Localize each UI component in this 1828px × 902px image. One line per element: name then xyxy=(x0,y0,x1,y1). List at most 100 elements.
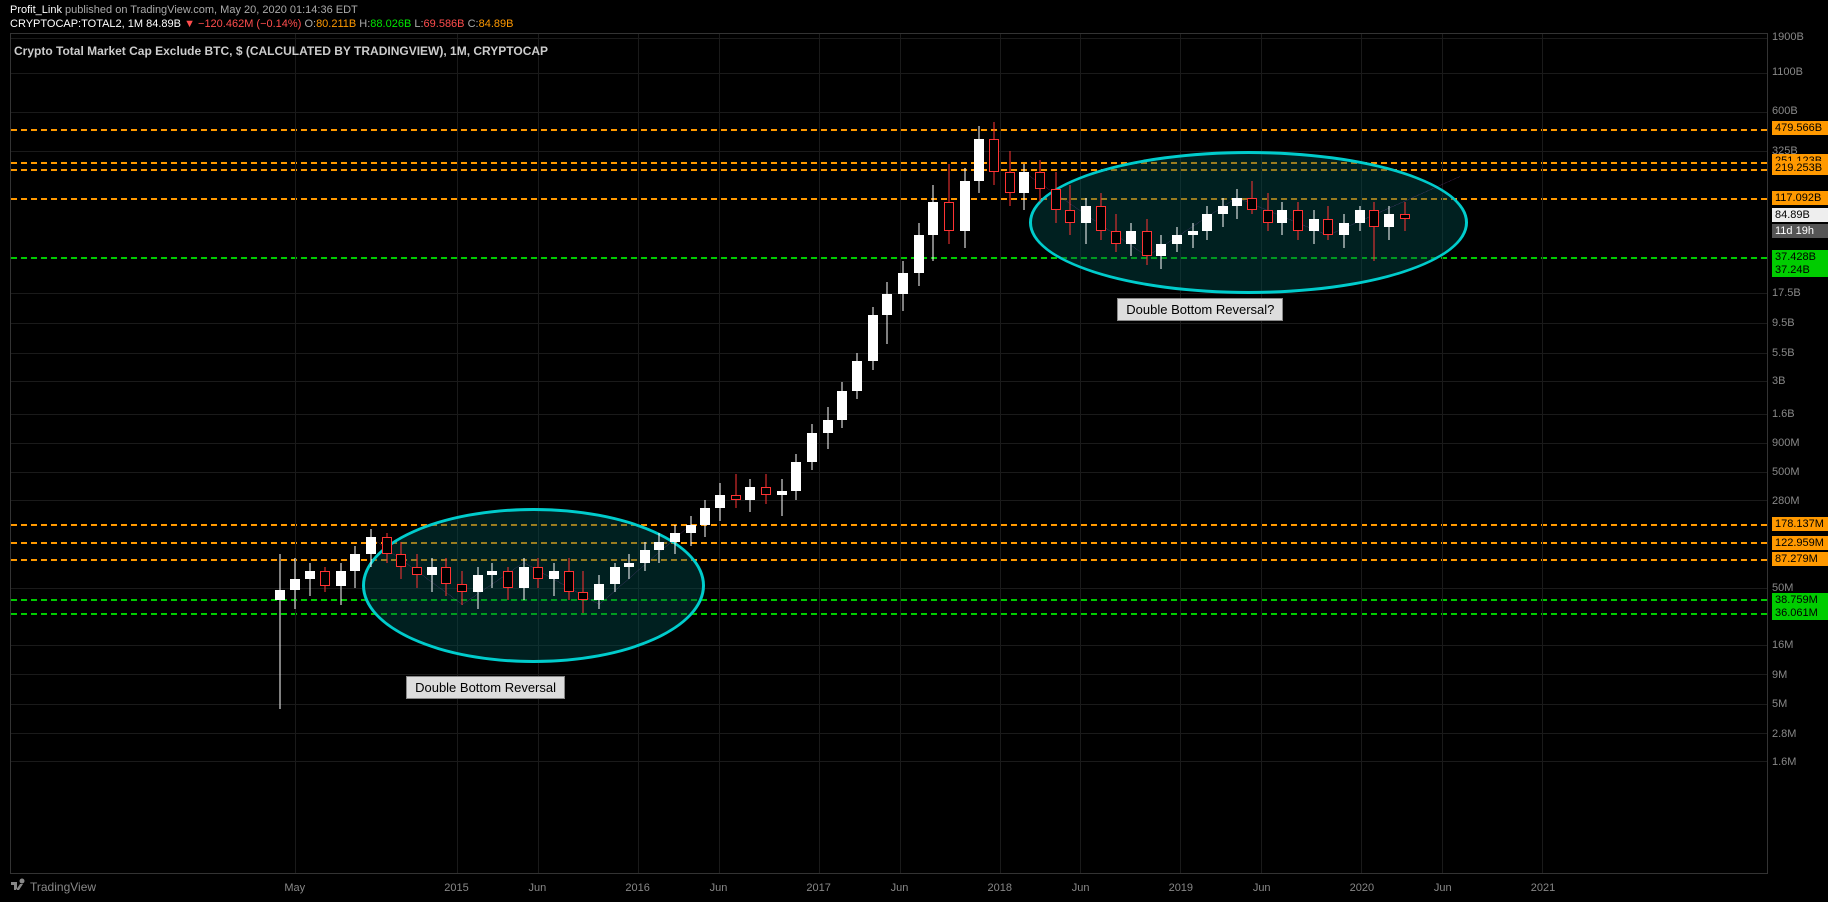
candlestick[interactable] xyxy=(898,34,908,873)
candlestick[interactable] xyxy=(594,34,604,873)
candlestick[interactable] xyxy=(777,34,787,873)
price-change: −120.462M (−0.14%) xyxy=(198,18,301,30)
candlestick[interactable] xyxy=(473,34,483,873)
candlestick[interactable] xyxy=(396,34,406,873)
candlestick[interactable] xyxy=(610,34,620,873)
candlestick[interactable] xyxy=(1065,34,1075,873)
candlestick[interactable] xyxy=(305,34,315,873)
candlestick[interactable] xyxy=(624,34,634,873)
candlestick[interactable] xyxy=(837,34,847,873)
candlestick[interactable] xyxy=(974,34,984,873)
y-tick-label: 280M xyxy=(1768,495,1826,507)
candlestick[interactable] xyxy=(914,34,924,873)
candlestick[interactable] xyxy=(1323,34,1333,873)
candlestick[interactable] xyxy=(382,34,392,873)
candlestick[interactable] xyxy=(1005,34,1015,873)
candlestick[interactable] xyxy=(1111,34,1121,873)
price-level-label: 37.24B xyxy=(1772,263,1828,277)
candlestick[interactable] xyxy=(700,34,710,873)
candlestick[interactable] xyxy=(944,34,954,873)
candlestick[interactable] xyxy=(1142,34,1152,873)
chart-header: Profit_Link published on TradingView.com… xyxy=(0,0,1828,32)
candlestick[interactable] xyxy=(1096,34,1106,873)
annotation-label[interactable]: Double Bottom Reversal? xyxy=(1117,298,1283,321)
candlestick[interactable] xyxy=(275,34,285,873)
candlestick[interactable] xyxy=(960,34,970,873)
candlestick[interactable] xyxy=(654,34,664,873)
candlestick[interactable] xyxy=(427,34,437,873)
x-tick-label: Jun xyxy=(1434,882,1452,894)
candlestick[interactable] xyxy=(519,34,529,873)
annotation-label[interactable]: Double Bottom Reversal xyxy=(406,676,565,699)
candlestick[interactable] xyxy=(1247,34,1257,873)
candlestick[interactable] xyxy=(564,34,574,873)
candlestick[interactable] xyxy=(670,34,680,873)
candlestick[interactable] xyxy=(1035,34,1045,873)
watermark-text: TradingView xyxy=(30,880,96,894)
candlestick[interactable] xyxy=(1081,34,1091,873)
candlestick[interactable] xyxy=(1202,34,1212,873)
candlestick[interactable] xyxy=(882,34,892,873)
candlestick[interactable] xyxy=(578,34,588,873)
candlestick[interactable] xyxy=(320,34,330,873)
candlestick[interactable] xyxy=(807,34,817,873)
candlestick[interactable] xyxy=(731,34,741,873)
candlestick[interactable] xyxy=(1172,34,1182,873)
candlestick[interactable] xyxy=(1232,34,1242,873)
candlestick[interactable] xyxy=(715,34,725,873)
candlestick[interactable] xyxy=(989,34,999,873)
x-axis[interactable]: May2015Jun2016Jun2017Jun2018Jun2019Jun20… xyxy=(10,876,1768,902)
candlestick[interactable] xyxy=(533,34,543,873)
candlestick[interactable] xyxy=(441,34,451,873)
symbol-text: CRYPTOCAP:TOTAL2, 1M xyxy=(10,18,143,30)
header-ohlc-line: CRYPTOCAP:TOTAL2, 1M 84.89B ▼ −120.462M … xyxy=(10,16,1818,30)
high-label: H: xyxy=(359,18,370,30)
price-level-label: 117.092B xyxy=(1772,191,1828,205)
candlestick[interactable] xyxy=(336,34,346,873)
candlestick[interactable] xyxy=(1369,34,1379,873)
candlestick[interactable] xyxy=(1156,34,1166,873)
candlestick[interactable] xyxy=(290,34,300,873)
candlestick[interactable] xyxy=(761,34,771,873)
candlestick[interactable] xyxy=(350,34,360,873)
y-tick-label: 1900B xyxy=(1768,31,1826,43)
candlestick[interactable] xyxy=(366,34,376,873)
price-chart[interactable]: Double Bottom Reversal Double Bottom Reve… xyxy=(10,33,1768,874)
y-tick-label: 600B xyxy=(1768,105,1826,117)
candlestick[interactable] xyxy=(1019,34,1029,873)
grid-line-v xyxy=(1442,34,1443,873)
candlestick[interactable] xyxy=(928,34,938,873)
candlestick[interactable] xyxy=(686,34,696,873)
candlestick[interactable] xyxy=(487,34,497,873)
candlestick[interactable] xyxy=(1309,34,1319,873)
y-tick-label: 500M xyxy=(1768,466,1826,478)
candlestick[interactable] xyxy=(1218,34,1228,873)
candlestick[interactable] xyxy=(412,34,422,873)
candlestick[interactable] xyxy=(1293,34,1303,873)
x-tick-label: 2020 xyxy=(1350,882,1374,894)
y-tick-label: 3B xyxy=(1768,375,1826,387)
candlestick[interactable] xyxy=(823,34,833,873)
candlestick[interactable] xyxy=(1355,34,1365,873)
price-level-label: 122.959M xyxy=(1772,536,1828,550)
candlestick[interactable] xyxy=(1188,34,1198,873)
candlestick[interactable] xyxy=(457,34,467,873)
candlestick[interactable] xyxy=(640,34,650,873)
candlestick[interactable] xyxy=(745,34,755,873)
candlestick[interactable] xyxy=(1277,34,1287,873)
candlestick[interactable] xyxy=(852,34,862,873)
price-level-label: 11d 19h xyxy=(1772,224,1828,238)
candlestick[interactable] xyxy=(1384,34,1394,873)
candlestick[interactable] xyxy=(503,34,513,873)
candlestick[interactable] xyxy=(1263,34,1273,873)
candlestick[interactable] xyxy=(1126,34,1136,873)
candlestick[interactable] xyxy=(1339,34,1349,873)
candlestick[interactable] xyxy=(791,34,801,873)
price-level-label: 178.137M xyxy=(1772,517,1828,531)
y-axis[interactable]: 1900B1100B600B325B17.5B9.5B5.5B3B1.6B900… xyxy=(1770,33,1828,874)
candlestick[interactable] xyxy=(549,34,559,873)
candlestick[interactable] xyxy=(1051,34,1061,873)
candlestick[interactable] xyxy=(1400,34,1410,873)
y-tick-label: 1.6B xyxy=(1768,408,1826,420)
candlestick[interactable] xyxy=(868,34,878,873)
